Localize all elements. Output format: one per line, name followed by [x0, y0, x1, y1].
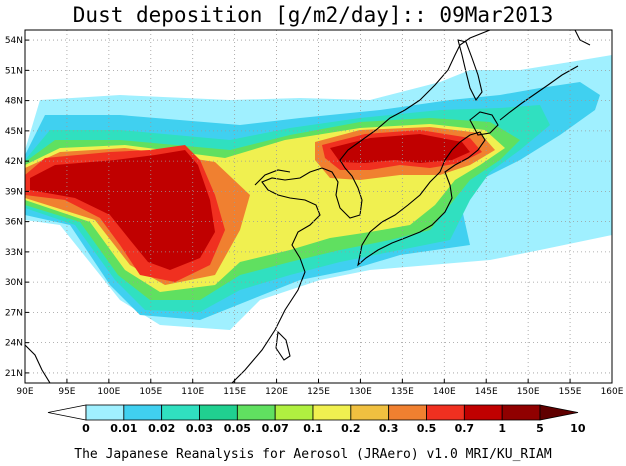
- contour-level-5-east: [330, 134, 470, 163]
- coastline-taiwan: [275, 330, 291, 361]
- map-title: Dust deposition [g/m2/day]:: 09Mar2013: [72, 3, 554, 27]
- lat-tick-label: 27N: [5, 308, 23, 318]
- longitude-ticks: 90E 95E 100E 105E 110E 115E 120E 125E 130E 135E 14…: [16, 379, 624, 397]
- lon-tick-label: 105E: [139, 387, 162, 397]
- colorbar-swatch: [388, 404, 427, 421]
- colorbar-label: 0.03: [186, 422, 213, 435]
- lon-tick-label: 150E: [517, 387, 540, 397]
- lat-tick-label: 54N: [5, 36, 23, 46]
- contour-level-5-west: [30, 150, 215, 270]
- colorbar-label: 0.2: [341, 422, 361, 435]
- coastline-kuril: [499, 65, 579, 121]
- colorbar-label: 1: [498, 422, 506, 435]
- colorbar-swatch: [501, 404, 541, 421]
- colorbar-label: 0.5: [417, 422, 437, 435]
- lon-tick-label: 120E: [265, 387, 288, 397]
- colorbar-label: 0.02: [148, 422, 175, 435]
- lat-tick-label: 30N: [5, 278, 23, 288]
- lat-tick-label: 45N: [5, 127, 23, 137]
- colorbar-label: 0: [82, 422, 90, 435]
- coastline-korea: [321, 99, 421, 219]
- lat-tick-label: 21N: [5, 369, 23, 379]
- colorbar-swatch: [463, 404, 503, 421]
- colorbar-label: 0.3: [379, 422, 399, 435]
- lat-tick-label: 36N: [5, 218, 23, 228]
- lon-tick-label: 130E: [349, 387, 372, 397]
- colorbar-label: 0.1: [303, 422, 323, 435]
- deposition-contours: [25, 55, 612, 330]
- colorbar-swatch: [161, 404, 200, 421]
- colorbar: 0 0.01 0.02 0.03 0.05 0.07 0.1 0.2 0.3 0.5 0.7 1 5 10: [47, 404, 586, 435]
- lat-tick-label: 51N: [5, 66, 23, 76]
- lat-tick-label: 24N: [5, 339, 23, 349]
- lon-tick-label: 155E: [559, 387, 582, 397]
- colorbar-low-cap: [47, 404, 87, 421]
- lon-tick-label: 115E: [223, 387, 246, 397]
- coastline-kamchatka: [574, 30, 591, 46]
- colorbar-swatch: [236, 404, 276, 421]
- colorbar-label: 0.05: [224, 422, 251, 435]
- lon-tick-label: 100E: [97, 387, 120, 397]
- coastline-southeast-asia: [25, 344, 51, 383]
- colorbar-swatch: [312, 404, 352, 421]
- coastline-japan: [357, 131, 486, 267]
- coastline-sakhalin: [457, 39, 483, 102]
- lon-tick-label: 95E: [58, 387, 75, 397]
- colorbar-high-cap: [539, 404, 579, 421]
- colorbar-swatch: [426, 404, 465, 421]
- lon-tick-label: 90E: [16, 387, 33, 397]
- lat-tick-label: 48N: [5, 97, 23, 107]
- lon-tick-label: 125E: [307, 387, 330, 397]
- colorbar-swatch: [199, 404, 238, 421]
- latitude-ticks: 21N 24N 27N 30N 33N 36N 39N 42N 45N 48N 51N 54N: [5, 36, 29, 379]
- lon-tick-label: 145E: [475, 387, 498, 397]
- lat-tick-label: 39N: [5, 187, 23, 197]
- colorbar-swatch: [123, 404, 163, 421]
- lon-tick-label: 135E: [391, 387, 414, 397]
- colorbar-label: 0.01: [110, 422, 137, 435]
- colorbar-label: 0.7: [455, 422, 475, 435]
- lat-tick-label: 42N: [5, 157, 23, 167]
- colorbar-label: 0.07: [262, 422, 289, 435]
- lon-tick-label: 110E: [181, 387, 204, 397]
- colorbar-swatch: [274, 404, 314, 421]
- coastline-hokkaido: [469, 111, 499, 136]
- colorbar-label: 10: [570, 422, 586, 435]
- graticule: [25, 30, 612, 383]
- coastline-russia: [419, 30, 491, 101]
- colorbar-swatch: [350, 404, 390, 421]
- coastline-bohai: [254, 169, 291, 186]
- lon-tick-label: 140E: [433, 387, 456, 397]
- lon-tick-label: 160E: [601, 387, 624, 397]
- colorbar-swatch: [85, 404, 125, 421]
- data-source-credit: The Japanese Reanalysis for Aerosol (JRA…: [74, 447, 552, 462]
- plot-area: 90E 95E 100E 105E 110E 115E 120E 125E 130E 135E 14…: [5, 29, 624, 397]
- lat-tick-label: 33N: [5, 248, 23, 258]
- colorbar-label: 5: [536, 422, 544, 435]
